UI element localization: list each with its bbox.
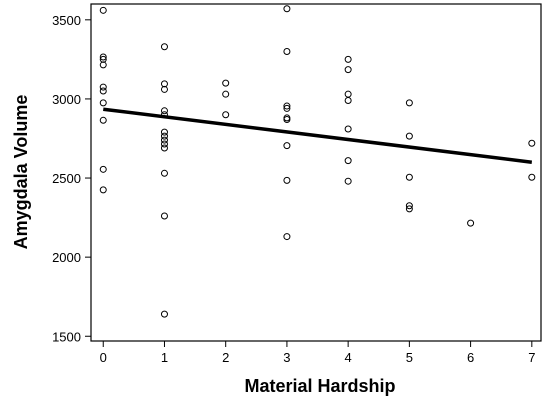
y-axis-title: Amygdala Volume bbox=[11, 95, 31, 250]
data-point bbox=[99, 53, 107, 61]
data-point bbox=[405, 132, 413, 140]
data-point bbox=[283, 102, 291, 110]
regression-line-group bbox=[103, 107, 533, 164]
data-point bbox=[99, 87, 107, 95]
data-point bbox=[405, 99, 413, 107]
data-point bbox=[160, 144, 168, 152]
x-tick-label: 4 bbox=[345, 350, 352, 365]
data-point bbox=[344, 157, 352, 165]
data-point bbox=[405, 173, 413, 181]
data-point bbox=[283, 176, 291, 184]
data-point bbox=[222, 111, 230, 119]
x-tick-label: 5 bbox=[406, 350, 413, 365]
data-point bbox=[160, 132, 168, 140]
y-tick-label: 3500 bbox=[52, 13, 81, 28]
data-point bbox=[405, 205, 413, 213]
data-point bbox=[283, 104, 291, 112]
data-point bbox=[283, 5, 291, 13]
y-axis: 1500 2000 2500 3000 3500 bbox=[52, 13, 91, 344]
data-point bbox=[99, 83, 107, 91]
data-point bbox=[528, 139, 536, 147]
data-point bbox=[222, 79, 230, 87]
data-point bbox=[344, 97, 352, 105]
data-point bbox=[344, 66, 352, 74]
data-point bbox=[160, 212, 168, 220]
x-axis-title: Material Hardship bbox=[244, 376, 395, 396]
data-point bbox=[344, 55, 352, 63]
plot-frame bbox=[90, 3, 542, 342]
data-point bbox=[160, 169, 168, 177]
x-tick-label: 2 bbox=[222, 350, 229, 365]
x-axis: 0 1 2 3 4 5 6 7 bbox=[100, 341, 535, 365]
data-point bbox=[160, 107, 168, 115]
x-tick-label: 7 bbox=[528, 350, 535, 365]
x-tick-label: 1 bbox=[161, 350, 168, 365]
x-tick-label: 0 bbox=[100, 350, 107, 365]
y-tick-label: 2500 bbox=[52, 171, 81, 186]
data-point bbox=[160, 140, 168, 148]
data-point bbox=[99, 99, 107, 107]
data-point bbox=[99, 165, 107, 173]
data-point bbox=[283, 47, 291, 55]
data-point bbox=[99, 6, 107, 14]
data-point bbox=[160, 310, 168, 318]
data-point bbox=[283, 142, 291, 150]
y-tick-label: 2000 bbox=[52, 250, 81, 265]
data-point bbox=[405, 202, 413, 210]
data-points bbox=[99, 5, 536, 318]
data-point bbox=[160, 128, 168, 136]
regression-line bbox=[103, 107, 533, 164]
x-tick-label: 3 bbox=[283, 350, 290, 365]
y-tick-label: 1500 bbox=[52, 329, 81, 344]
data-point bbox=[467, 219, 475, 227]
data-point bbox=[160, 85, 168, 93]
data-point bbox=[160, 43, 168, 51]
x-tick-label: 6 bbox=[467, 350, 474, 365]
data-point bbox=[528, 173, 536, 181]
data-point bbox=[344, 90, 352, 98]
data-point bbox=[99, 116, 107, 124]
data-point bbox=[283, 115, 291, 123]
y-tick-label: 3000 bbox=[52, 92, 81, 107]
data-point bbox=[344, 177, 352, 185]
data-point bbox=[344, 125, 352, 133]
data-point bbox=[283, 233, 291, 241]
data-point bbox=[222, 90, 230, 98]
data-point bbox=[160, 136, 168, 144]
data-point bbox=[99, 186, 107, 194]
data-point bbox=[99, 61, 107, 69]
